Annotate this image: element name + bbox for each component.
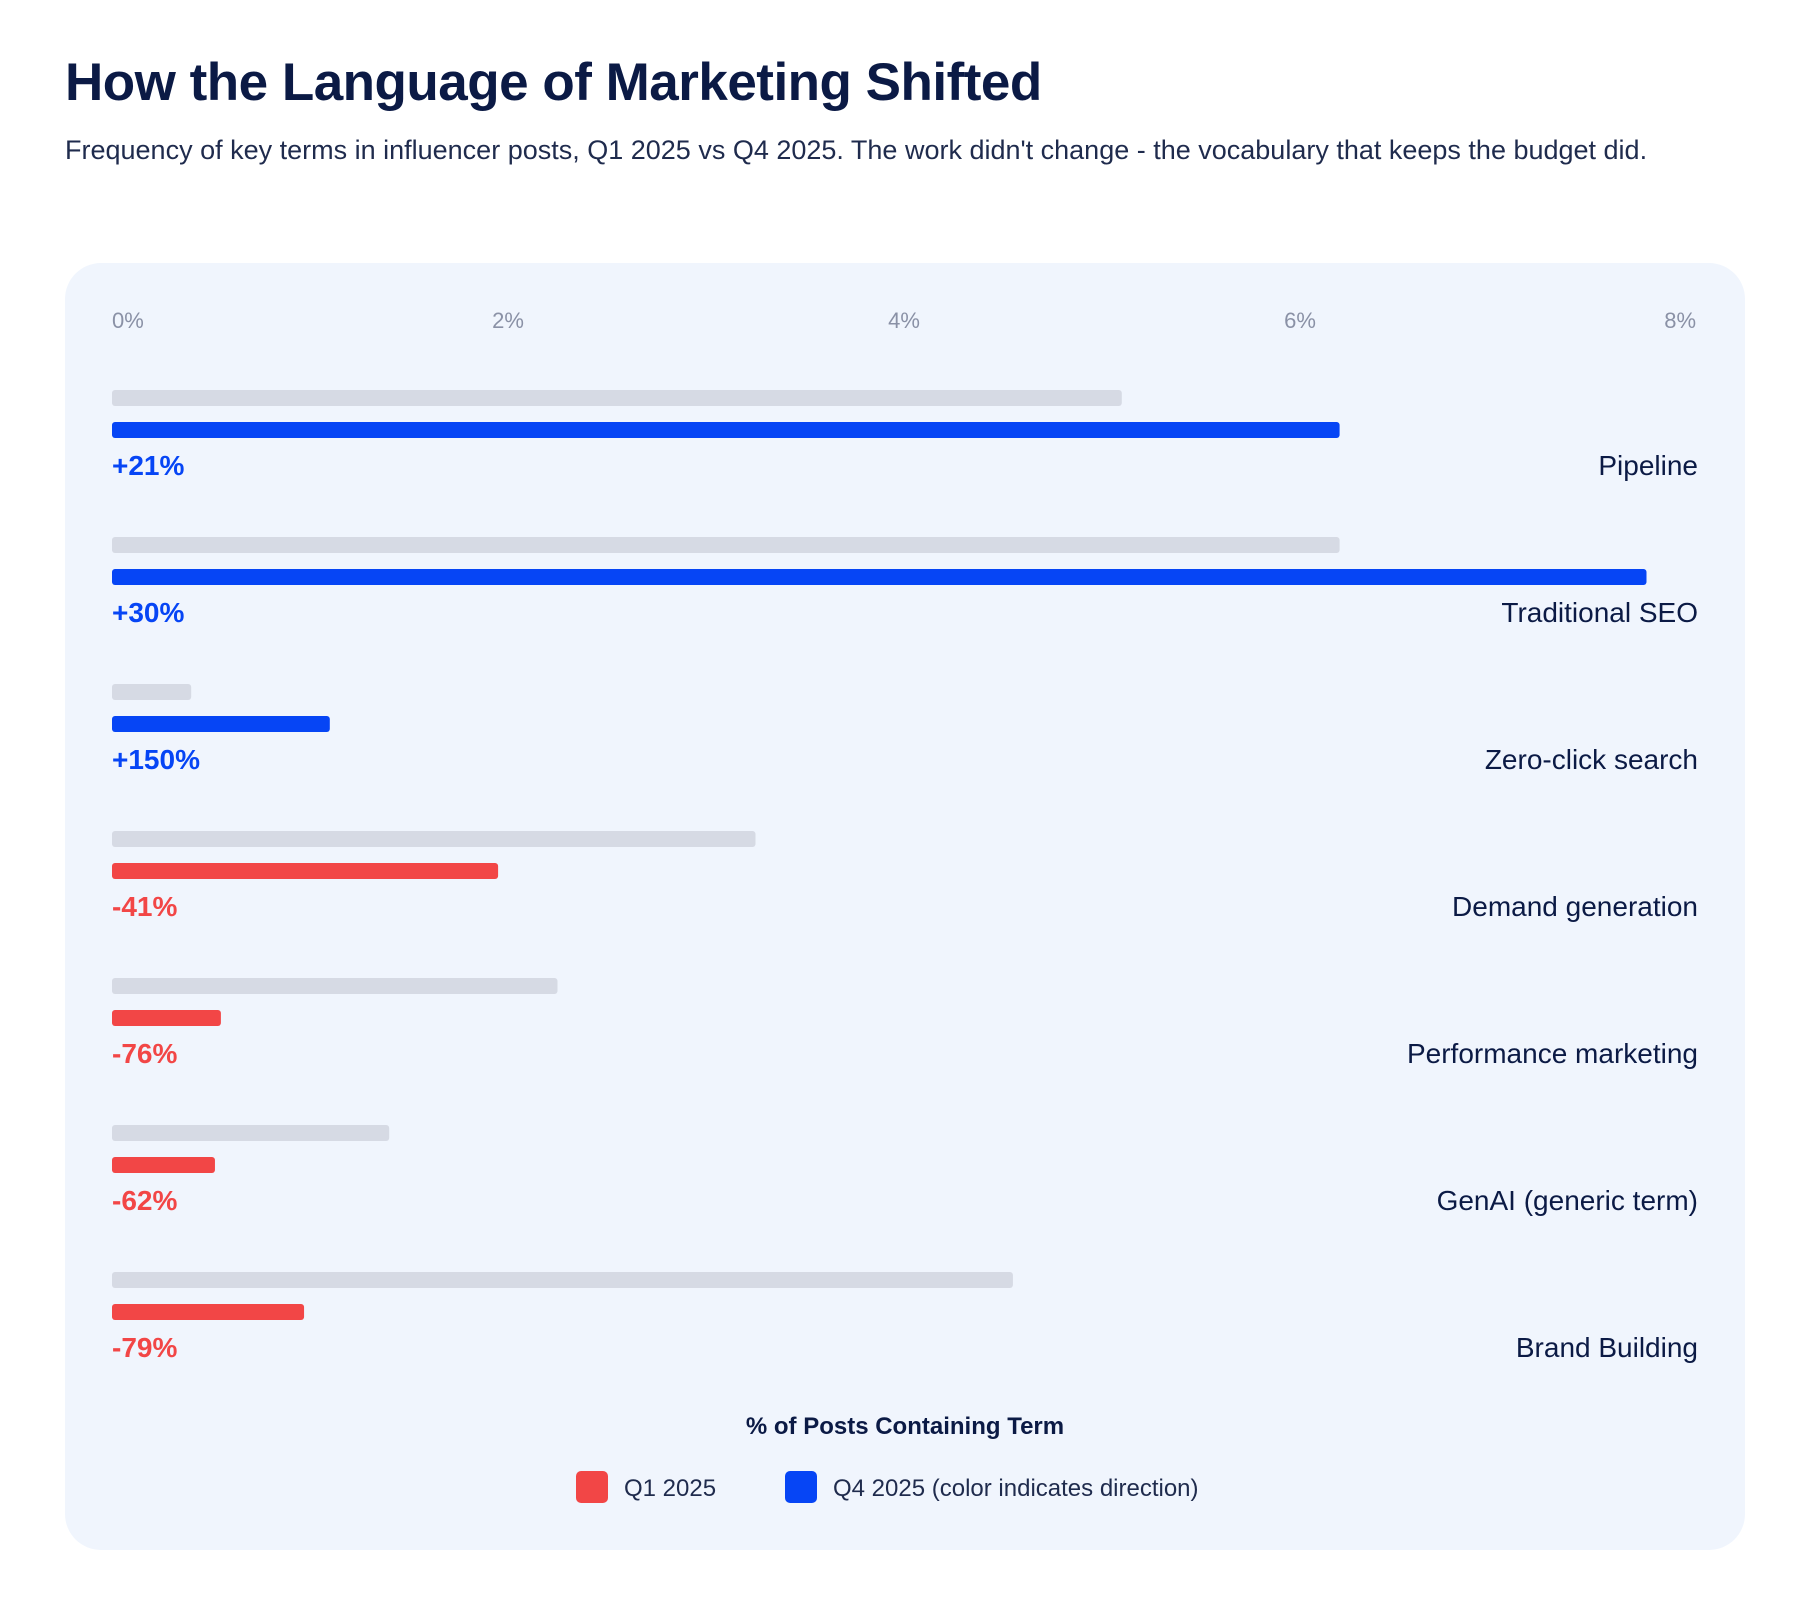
bar-q1-2025	[112, 831, 756, 847]
term-label: Brand Building	[1516, 1332, 1698, 1363]
bar-q1-2025	[112, 684, 192, 700]
legend-swatch	[785, 1471, 817, 1503]
term-label: Performance marketing	[1407, 1038, 1698, 1069]
term-label: GenAI (generic term)	[1437, 1185, 1698, 1216]
bar-q4-2025	[112, 1010, 221, 1026]
change-label: +30%	[112, 597, 184, 628]
bar-q1-2025	[112, 537, 1340, 553]
change-label: -76%	[112, 1038, 177, 1069]
page-subtitle: Frequency of key terms in influencer pos…	[65, 135, 1648, 165]
term-label: Traditional SEO	[1501, 597, 1698, 628]
bar-q4-2025	[112, 716, 330, 732]
x-tick-label: 4%	[888, 308, 920, 333]
x-tick-label: 6%	[1284, 308, 1316, 333]
change-label: -62%	[112, 1185, 177, 1216]
x-tick-label: 8%	[1664, 308, 1696, 333]
bar-q4-2025	[112, 1304, 305, 1320]
page-title: How the Language of Marketing Shifted	[65, 53, 1042, 112]
bar-q4-2025	[112, 422, 1340, 438]
change-label: -41%	[112, 891, 177, 922]
legend-swatch	[576, 1471, 608, 1503]
bar-chart: 0% 2% 4% 6% 8% +21% Pipeline +30% Traditional SE…	[112, 308, 1698, 1503]
bar-q4-2025	[112, 1157, 215, 1173]
change-label: +21%	[112, 450, 184, 481]
bar-q1-2025	[112, 1272, 1013, 1288]
legend-label: Q1 2025	[624, 1475, 716, 1502]
bar-q4-2025	[112, 863, 499, 879]
bar-q1-2025	[112, 390, 1122, 406]
x-tick-label: 2%	[492, 308, 524, 333]
bar-q1-2025	[112, 1125, 390, 1141]
change-label: +150%	[112, 744, 200, 775]
x-axis-title: % of Posts Containing Term	[746, 1413, 1064, 1440]
term-label: Zero-click search	[1485, 744, 1698, 775]
chart-card: 0% 2% 4% 6% 8% +21% Pipeline +30% Traditional SE…	[65, 263, 1745, 1550]
term-label: Pipeline	[1598, 450, 1698, 481]
term-label: Demand generation	[1452, 891, 1698, 922]
x-tick-label: 0%	[112, 308, 144, 333]
legend-label: Q4 2025 (color indicates direction)	[833, 1475, 1199, 1502]
change-label: -79%	[112, 1332, 177, 1363]
bar-q1-2025	[112, 978, 558, 994]
bar-q4-2025	[112, 569, 1647, 585]
